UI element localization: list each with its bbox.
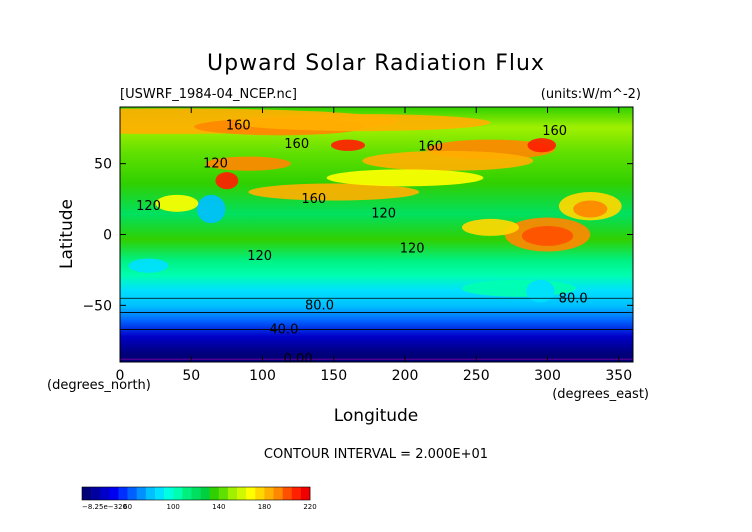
heatmap-blob-19: [326, 169, 484, 187]
colorbar-swatch-20: [264, 487, 274, 500]
heatmap-field: 160 160 160 160 120 160 120 120 120 120 80.0 80.0 40…: [120, 107, 633, 367]
contour-label-4: 120: [203, 157, 228, 172]
heatmap-blob-15: [128, 258, 169, 273]
heatmap-blob-17: [526, 279, 555, 303]
colorbar-swatch-5: [127, 487, 138, 500]
colorbar-swatch-16: [227, 487, 238, 500]
heatmap-blob-18: [155, 194, 199, 212]
colorbar-label-min: −8.25e−320: [82, 503, 127, 511]
y-tick-label-2: −50: [82, 298, 112, 314]
heatmap-blob-13: [573, 200, 608, 218]
contour-interval-label: CONTOUR INTERVAL = 2.000E+01: [264, 447, 488, 462]
colorbar-swatch-12: [191, 487, 201, 500]
contour-label-5: 160: [301, 192, 326, 207]
x-tick-label-3: 150: [320, 368, 347, 384]
colorbar-label-1: 100: [167, 503, 180, 511]
contour-label-3: 160: [542, 124, 567, 139]
x-tick-label-5: 250: [463, 368, 490, 384]
colorbar-swatch-13: [200, 487, 210, 500]
colorbar-swatch-2: [100, 487, 110, 500]
colorbar-swatch-7: [145, 487, 156, 500]
colorbar-swatch-4: [118, 487, 128, 500]
colorbar-swatch-22: [282, 487, 293, 500]
colorbar-swatch-17: [237, 487, 247, 500]
heatmap-blob-9: [248, 183, 420, 201]
heatmap-blob-11: [521, 226, 574, 246]
contour-label-6: 120: [136, 199, 161, 214]
colorbar-label-3: 180: [258, 503, 271, 511]
heatmap-blob-7: [205, 156, 291, 171]
x-tick-label-1: 50: [182, 368, 200, 384]
contour-label-2: 160: [418, 140, 443, 155]
colorbar-label-0: 60: [123, 503, 132, 511]
colorbar-label-2: 140: [212, 503, 225, 511]
colorbar-swatch-15: [218, 487, 229, 500]
y-tick-label-0: 50: [94, 157, 112, 173]
x-tick-label-2: 100: [249, 368, 276, 384]
y-unit-label: (degrees_north): [47, 378, 151, 393]
colorbar-swatch-14: [209, 487, 220, 500]
contour-label-8: 120: [400, 242, 425, 257]
heatmap-blob-14: [196, 194, 226, 224]
colorbar-swatch-24: [300, 487, 311, 500]
x-tick-label-0: 0: [116, 368, 125, 384]
colorbar-swatch-0: [82, 487, 92, 500]
heatmap-blob-4: [527, 138, 557, 153]
x-tick-label-4: 200: [392, 368, 419, 384]
contour-label-0: 160: [226, 118, 251, 133]
heatmap-blob-5: [330, 139, 366, 151]
colorbar-swatch-11: [182, 487, 192, 500]
contour-label-11: 80.0: [559, 291, 588, 306]
colorbar-swatch-23: [291, 487, 302, 500]
chart-title: Upward Solar Radiation Flux: [207, 51, 545, 76]
heatmap-blob-20: [462, 218, 519, 236]
colorbar-swatch-9: [164, 487, 174, 500]
colorbar-label-4: 220: [303, 503, 316, 511]
axis-ticks: 0 50 100 150 200 250 300 350 50 0 −50: [82, 107, 633, 384]
contour-label-12: 40.0: [269, 322, 298, 337]
file-label: [USWRF_1984-04_NCEP.nc]: [120, 87, 297, 102]
x-unit-label: (degrees_east): [552, 387, 649, 402]
colorbar-frame: [81, 486, 311, 501]
x-tick-label-6: 300: [534, 368, 561, 384]
x-axis-label: Longitude: [334, 406, 419, 426]
contour-label-7: 120: [371, 206, 396, 221]
contour-label-13: 0.00: [284, 352, 313, 367]
colorbar-swatch-21: [273, 487, 283, 500]
contour-label-1: 160: [284, 137, 309, 152]
heatmap-blob-6: [362, 150, 534, 171]
y-tick-label-1: 0: [103, 228, 112, 244]
contour-label-10: 80.0: [305, 298, 334, 313]
colorbar-swatch-3: [109, 487, 119, 500]
contour-label-9: 120: [247, 249, 272, 264]
colorbar-swatch-8: [154, 487, 165, 500]
colorbar-swatch-6: [136, 487, 147, 500]
heatmap-blob-2: [234, 114, 491, 132]
colorbar-swatch-10: [173, 487, 183, 500]
colorbar-swatch-1: [91, 487, 101, 500]
x-tick-label-7: 350: [605, 368, 632, 384]
heatmap-blob-8: [215, 172, 239, 190]
colorbar-swatch-19: [255, 487, 265, 500]
units-label: (units:W/m^-2): [541, 87, 641, 102]
colorbar-swatch-18: [246, 487, 256, 500]
y-axis-label: Latitude: [57, 199, 77, 269]
